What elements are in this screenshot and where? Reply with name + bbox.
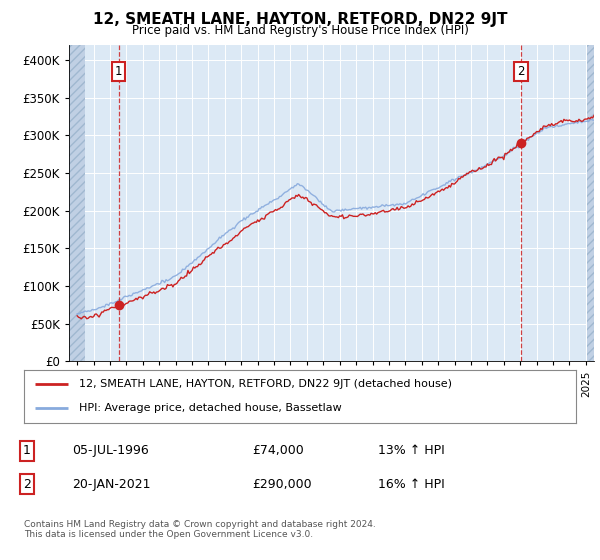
Text: £74,000: £74,000 (252, 444, 304, 458)
Text: 1: 1 (23, 444, 31, 458)
Text: 20-JAN-2021: 20-JAN-2021 (72, 478, 151, 491)
Bar (587, 45, 594, 361)
Text: 12, SMEATH LANE, HAYTON, RETFORD, DN22 9JT (detached house): 12, SMEATH LANE, HAYTON, RETFORD, DN22 9… (79, 379, 452, 389)
Bar (69, 45, 85, 361)
Text: 16% ↑ HPI: 16% ↑ HPI (378, 478, 445, 491)
Text: 1: 1 (115, 64, 122, 78)
Text: 13% ↑ HPI: 13% ↑ HPI (378, 444, 445, 458)
Text: £290,000: £290,000 (252, 478, 311, 491)
Text: 2: 2 (23, 478, 31, 491)
Text: 2: 2 (517, 64, 525, 78)
Text: Contains HM Land Registry data © Crown copyright and database right 2024.
This d: Contains HM Land Registry data © Crown c… (24, 520, 376, 539)
Text: 12, SMEATH LANE, HAYTON, RETFORD, DN22 9JT: 12, SMEATH LANE, HAYTON, RETFORD, DN22 9… (93, 12, 507, 27)
Text: 05-JUL-1996: 05-JUL-1996 (72, 444, 149, 458)
Text: HPI: Average price, detached house, Bassetlaw: HPI: Average price, detached house, Bass… (79, 403, 342, 413)
Text: Price paid vs. HM Land Registry's House Price Index (HPI): Price paid vs. HM Land Registry's House … (131, 24, 469, 36)
